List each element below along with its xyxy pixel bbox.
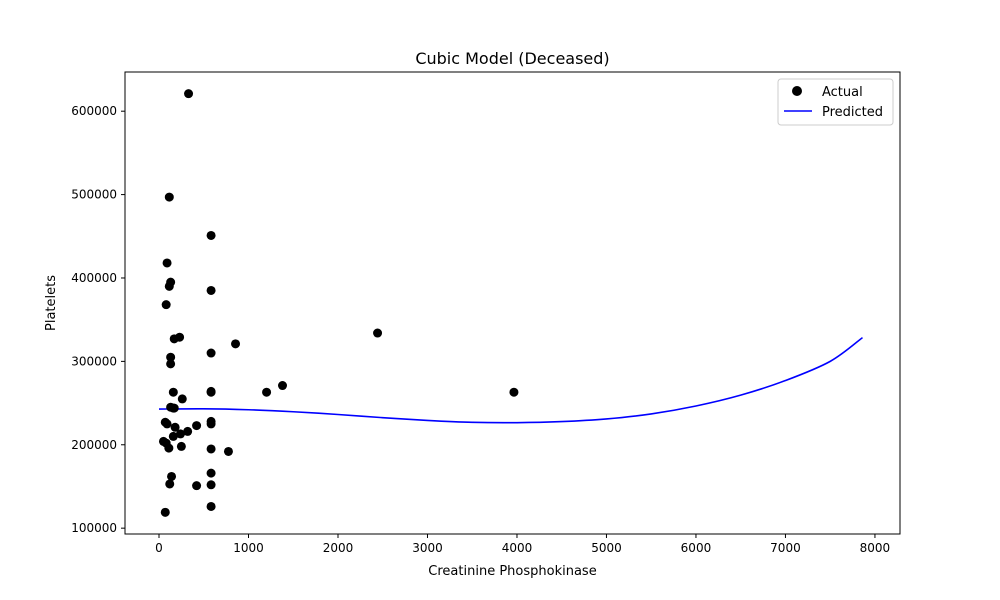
actual-point (170, 422, 180, 432)
actual-point (164, 443, 174, 453)
legend: Actual Predicted (777, 78, 894, 126)
legend-actual-marker (792, 86, 802, 96)
y-axis-label: Platelets (44, 275, 59, 331)
y-tick-label: 600000 (71, 104, 117, 118)
actual-point (166, 352, 176, 362)
legend-predicted-label: Predicted (822, 105, 883, 120)
actual-point (162, 419, 172, 429)
x-tick-label: 7000 (770, 541, 801, 555)
x-tick-label: 1000 (233, 541, 264, 555)
y-tick-label: 300000 (71, 354, 117, 368)
actual-point (206, 468, 216, 478)
actual-point (168, 387, 178, 397)
x-tick-label: 5000 (591, 541, 622, 555)
actual-point (177, 394, 187, 404)
actual-point (206, 501, 216, 511)
actual-point (231, 339, 241, 349)
actual-series (158, 89, 519, 517)
actual-point (206, 480, 216, 490)
x-axis-label: Creatinine Phosphokinase (428, 564, 596, 579)
y-tick-label: 500000 (71, 188, 117, 202)
actual-point (176, 441, 186, 451)
y-tick-label: 100000 (71, 521, 117, 535)
actual-point (169, 334, 179, 344)
actual-point (373, 328, 383, 338)
legend-box (777, 78, 894, 126)
plot-area (124, 71, 901, 535)
actual-point (164, 192, 174, 202)
actual-point (206, 444, 216, 454)
y-tick-label: 400000 (71, 271, 117, 285)
actual-point (168, 403, 178, 413)
x-tick-label: 8000 (860, 541, 891, 555)
actual-point (161, 300, 171, 310)
chart-title: Cubic Model (Deceased) (415, 49, 609, 68)
x-tick-label: 0 (155, 541, 163, 555)
y-axis: 100000 200000 300000 400000 500000 600000 (71, 104, 125, 535)
actual-point (206, 230, 216, 240)
actual-point (160, 507, 170, 517)
x-tick-label: 4000 (502, 541, 533, 555)
actual-point (183, 426, 193, 436)
actual-point (262, 387, 272, 397)
predicted-line (159, 336, 863, 424)
actual-point (192, 481, 202, 491)
actual-point (168, 431, 178, 441)
actual-point (278, 381, 288, 391)
actual-point (167, 471, 177, 481)
predicted-series (159, 336, 863, 424)
actual-point (206, 348, 216, 358)
actual-point (206, 387, 216, 397)
actual-point (192, 421, 202, 431)
y-tick-label: 200000 (71, 438, 117, 452)
x-tick-label: 3000 (412, 541, 443, 555)
actual-point (206, 419, 216, 429)
actual-point (223, 446, 233, 456)
actual-point (166, 359, 176, 369)
x-axis: 0 1000 2000 3000 4000 5000 6000 7000 8000 (155, 534, 890, 555)
actual-point (509, 387, 519, 397)
legend-actual-label: Actual (822, 85, 863, 100)
actual-point (165, 479, 175, 489)
x-tick-label: 2000 (323, 541, 354, 555)
actual-point (184, 89, 194, 99)
x-tick-label: 6000 (681, 541, 712, 555)
actual-point (164, 281, 174, 291)
actual-point (175, 429, 185, 439)
actual-point (206, 285, 216, 295)
actual-point (162, 258, 172, 268)
